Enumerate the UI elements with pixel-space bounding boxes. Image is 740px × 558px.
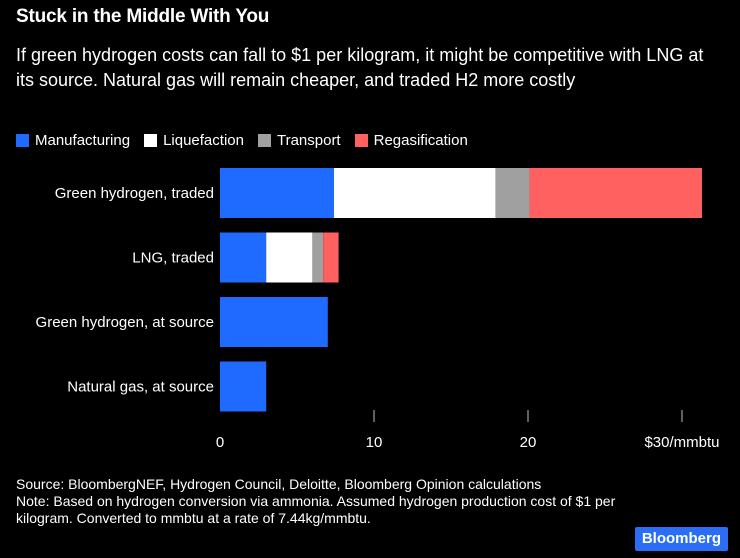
chart-subtitle: If green hydrogen costs can fall to $1 p…: [16, 45, 704, 90]
legend-swatch-liquefaction: [144, 134, 158, 147]
bar-segment-manufacturing: [220, 361, 267, 412]
legend-label-liquefaction: Liquefaction: [163, 132, 244, 149]
legend-item-regasification: Regasification: [354, 132, 468, 149]
bar-segment-transport: [495, 168, 530, 218]
legend-label-transport: Transport: [276, 132, 341, 149]
category-label: LNG, traded: [132, 250, 214, 267]
legend-label-regasification: Regasification: [373, 132, 468, 149]
bar-segment-manufacturing: [220, 232, 267, 283]
bloomberg-logo: Bloomberg: [634, 527, 728, 551]
legend-swatch-regasification: [354, 134, 368, 147]
bar-segment-liquefaction: [266, 232, 313, 283]
x-tick-label: 20: [520, 434, 537, 451]
category-label: Green hydrogen, at source: [36, 314, 214, 331]
x-tick-label: $30/mmbtu: [644, 434, 719, 451]
category-label: Green hydrogen, traded: [55, 185, 214, 202]
legend: Manufacturing Liquefaction Transport Reg…: [16, 132, 482, 149]
bar-segment-regasification: [323, 232, 339, 283]
category-label: Natural gas, at source: [67, 379, 214, 396]
x-tick-label: 10: [366, 434, 383, 451]
footer: Source: BloombergNEF, Hydrogen Council, …: [16, 476, 616, 527]
legend-swatch-transport: [257, 134, 271, 147]
bar-segment-transport: [312, 232, 324, 283]
legend-swatch-manufacturing: [16, 134, 29, 147]
chart-title: Stuck in the Middle With You: [16, 6, 270, 27]
x-tick-label: 0: [216, 434, 224, 451]
source-note: Source: BloombergNEF, Hydrogen Council, …: [16, 476, 542, 492]
legend-label-manufacturing: Manufacturing: [35, 132, 131, 149]
bar-segment-manufacturing: [220, 168, 334, 218]
legend-item-transport: Transport: [257, 132, 341, 149]
bar-segment-regasification: [529, 168, 703, 218]
methodology-note: Note: Based on hydrogen conversion via a…: [16, 493, 616, 526]
bar-segment-liquefaction: [333, 168, 496, 218]
stacked-bar-chart: Green hydrogen, traded LNG, traded Green h…: [36, 168, 720, 451]
legend-item-liquefaction: Liquefaction: [144, 132, 244, 149]
bar-segment-manufacturing: [220, 297, 328, 347]
legend-item-manufacturing: Manufacturing: [16, 132, 130, 149]
